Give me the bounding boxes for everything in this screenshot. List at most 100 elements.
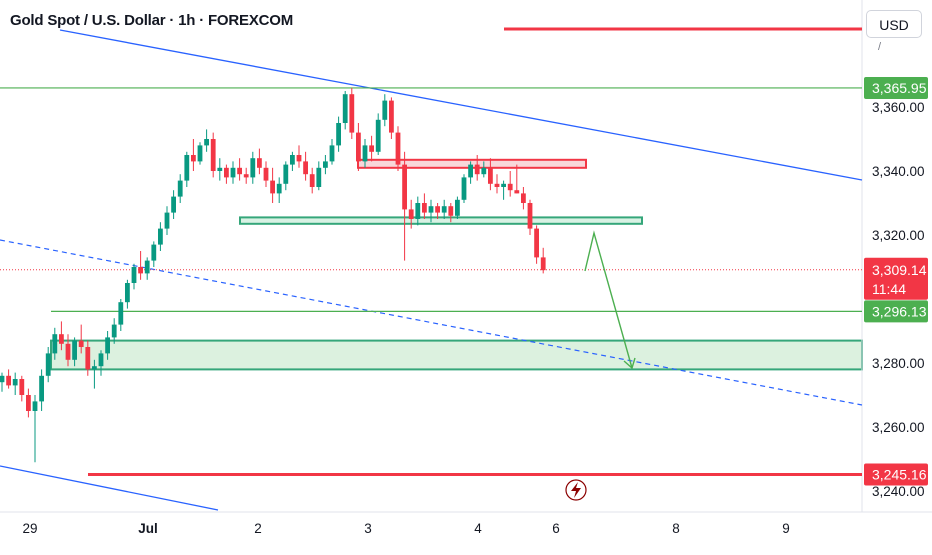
price-label-text: 3,365.95: [872, 80, 927, 96]
chart-title: Gold Spot / U.S. Dollar · 1h · FOREXCOM: [10, 12, 294, 29]
candle-body: [217, 167, 223, 171]
candle-body: [204, 139, 209, 146]
candle-body: [270, 180, 275, 194]
candle-body: [481, 167, 487, 175]
candle-body: [52, 334, 58, 354]
candle-body: [395, 132, 401, 165]
candle-body: [32, 401, 38, 411]
price-tick-label: 3,360.00: [872, 100, 925, 115]
upper-trendline: [59, 29, 863, 181]
candle-body: [257, 158, 262, 168]
projection-arrowhead: [623, 357, 636, 370]
candle-body: [243, 174, 249, 178]
candle-body: [474, 164, 480, 175]
candle-body: [316, 167, 322, 187]
countdown-text: 11:44: [872, 281, 906, 297]
candle-body: [78, 340, 84, 347]
candle-body: [6, 375, 11, 386]
candle-body: [494, 183, 500, 187]
candle-body: [382, 100, 388, 120]
candle-body: [435, 206, 440, 213]
price-tick-label: 3,260.00: [872, 420, 925, 435]
candle-body: [19, 379, 25, 395]
candle-body: [290, 155, 295, 165]
price-axis[interactable]: 3,360.00 3,340.00 3,320.00 3,280.00 3,260.00…: [864, 41, 928, 499]
candle-body: [527, 203, 533, 229]
candle-body: [488, 167, 493, 184]
candle-body: [415, 203, 421, 219]
candle-body: [26, 395, 31, 411]
candle-body: [12, 379, 18, 386]
candle-body: [448, 206, 454, 216]
candle-body: [356, 132, 361, 162]
candle-body: [323, 161, 328, 168]
mid-trendline-dashed: [0, 239, 863, 406]
candle-body: [92, 366, 97, 370]
candle-body: [0, 375, 5, 383]
candle-body: [296, 155, 302, 162]
time-tick-label: 6: [552, 521, 560, 536]
price-label-text: 3,296.13: [872, 303, 927, 319]
lightning-icon-bolt: [571, 482, 581, 498]
candle-body: [422, 203, 427, 213]
candle-body: [402, 164, 407, 210]
candle-body: [191, 155, 196, 162]
candle-body: [230, 167, 236, 178]
price-tick-label: 3,280.00: [872, 356, 925, 371]
candle-body: [521, 193, 526, 203]
candle-body: [369, 145, 374, 152]
candle-body: [461, 177, 467, 200]
currency-button[interactable]: USD: [866, 10, 922, 38]
candle-body: [303, 161, 308, 175]
candle-body: [514, 190, 520, 194]
projection-arrow: [584, 230, 633, 369]
candle-body: [342, 94, 348, 123]
time-tick-label: 9: [782, 521, 790, 536]
candle-body: [224, 167, 229, 178]
time-axis[interactable]: 29 Jul 2 3 4 6 8 9: [22, 521, 789, 536]
time-tick-label: 8: [672, 521, 680, 536]
candle-body: [501, 183, 506, 187]
price-label-resistance: [864, 76, 928, 99]
candle-body: [540, 257, 546, 271]
candle-body: [237, 167, 242, 175]
candle-body: [441, 206, 447, 213]
candle-body: [59, 334, 64, 344]
candle-body: [85, 347, 91, 370]
price-label-low-line: [864, 463, 928, 486]
candle-body: [534, 228, 539, 258]
candle-body: [309, 174, 315, 187]
price-label-support: [864, 300, 928, 323]
candles-layer: [0, 87, 546, 463]
candle-body: [283, 164, 289, 184]
candle-body: [45, 353, 51, 376]
candle-body: [105, 337, 110, 354]
price-label-text: 3,309.14: [872, 262, 927, 278]
price-tick-label: 3,240.00: [872, 484, 925, 499]
candle-body: [197, 145, 203, 162]
time-tick-label: Jul: [138, 521, 158, 536]
candle-body: [125, 283, 130, 303]
candle-body: [39, 375, 44, 402]
candle-body: [428, 206, 434, 213]
candle-body: [329, 145, 335, 162]
price-tick-label: 3,320.00: [872, 228, 925, 243]
candle-body: [131, 267, 137, 283]
green-zone-lower: [50, 339, 863, 371]
time-tick-label: 29: [22, 521, 37, 536]
price-label-current: [864, 257, 928, 300]
candle-body: [72, 340, 77, 360]
candle-body: [276, 183, 282, 194]
candle-body: [455, 199, 460, 216]
candle-body: [336, 123, 341, 146]
price-label-text: 3,245.16: [872, 466, 927, 482]
lightning-icon: [565, 479, 587, 501]
lines-layer: [0, 0, 932, 513]
candle-body: [349, 94, 355, 133]
candle-body: [263, 167, 269, 181]
lower-trendline: [0, 465, 219, 511]
candle-body: [184, 155, 190, 181]
candle-body: [144, 260, 150, 274]
